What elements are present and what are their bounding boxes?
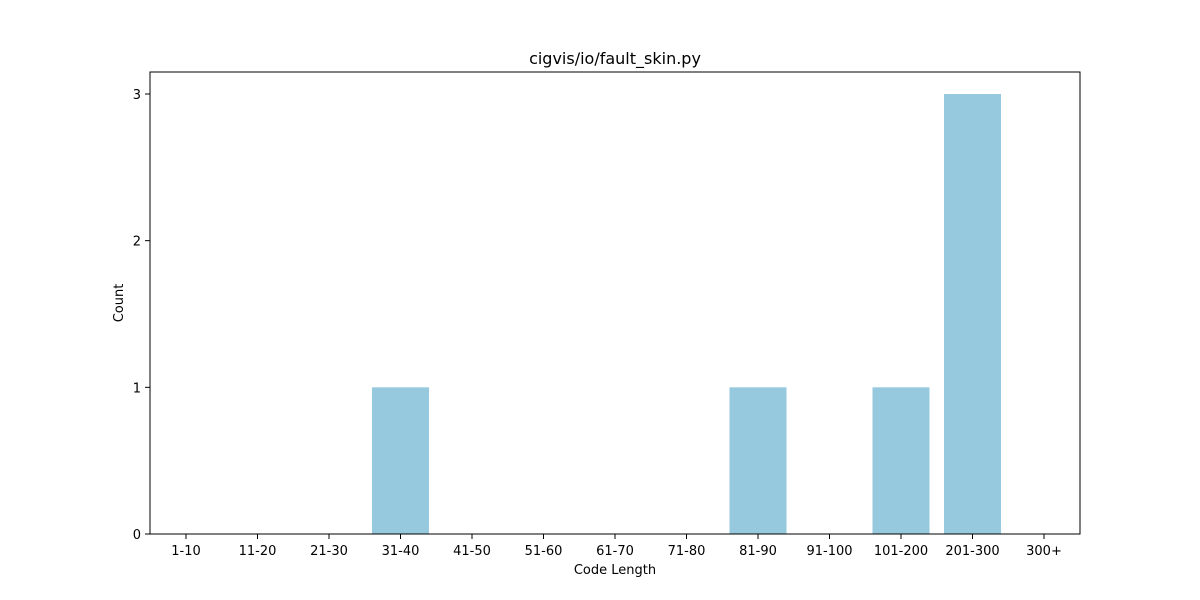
bar-101-200: [872, 387, 930, 534]
y-axis-label: Count: [112, 284, 127, 323]
y-axis-ticks: 0 1 2 3: [133, 88, 150, 543]
x-tick-label: 11-20: [239, 544, 277, 559]
x-tick-label: 31-40: [382, 544, 420, 559]
bar-201-300: [944, 94, 1001, 534]
bar-81-90: [729, 387, 787, 534]
x-axis-ticks: 1-10 11-20 21-30 31-40 41-50 51-60 61-70 71-80 8…: [171, 534, 1062, 559]
x-axis-label: Code Length: [574, 563, 656, 578]
x-tick-label: 201-300: [945, 544, 999, 559]
x-tick-label: 81-90: [739, 544, 777, 559]
bar-31-40: [372, 387, 429, 534]
x-tick-label: 1-10: [171, 544, 201, 559]
y-tick-label: 0: [133, 528, 141, 543]
y-tick-label: 3: [133, 88, 141, 103]
plot-frame: [149, 71, 1081, 535]
x-tick-label: 51-60: [525, 544, 563, 559]
x-tick-label: 300+: [1026, 544, 1062, 559]
x-tick-label: 71-80: [668, 544, 706, 559]
x-tick-label: 101-200: [874, 544, 928, 559]
x-tick-label: 21-30: [310, 544, 348, 559]
y-tick-label: 2: [133, 235, 141, 250]
y-tick-label: 1: [133, 381, 141, 396]
x-tick-label: 91-100: [806, 544, 852, 559]
chart-title: cigvis/io/fault_skin.py: [529, 49, 701, 69]
x-tick-label: 41-50: [453, 544, 491, 559]
x-tick-label: 61-70: [596, 544, 634, 559]
bars-group: [372, 94, 1001, 534]
